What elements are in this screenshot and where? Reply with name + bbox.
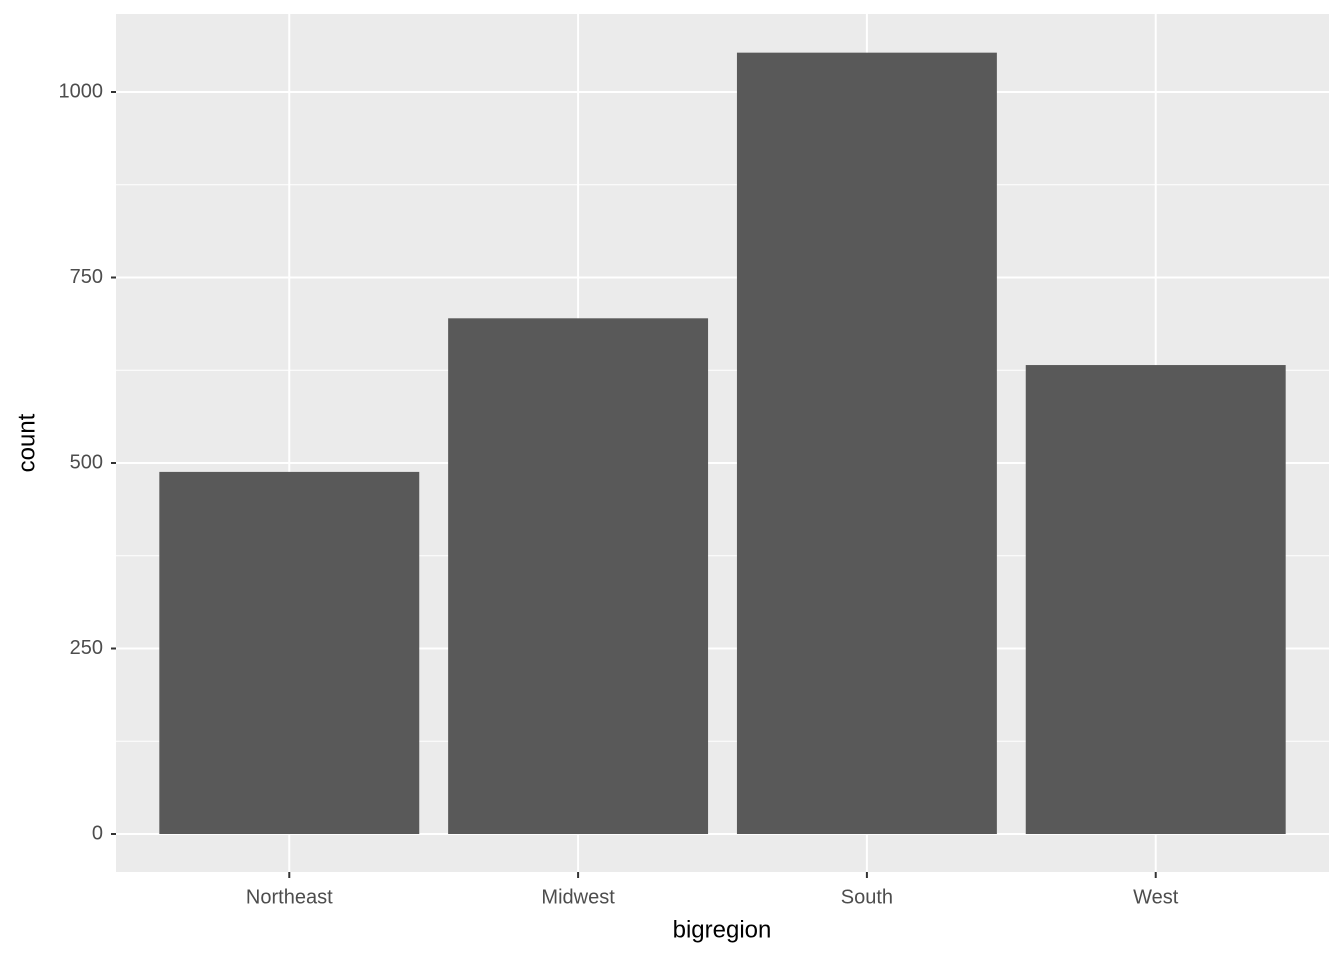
y-tick-label: 0: [92, 822, 103, 844]
bar: [1025, 365, 1286, 835]
y-axis-title: count: [13, 413, 40, 472]
x-tick-label: Northeast: [246, 886, 333, 908]
y-tick-label: 1000: [59, 80, 104, 102]
bar: [736, 52, 997, 835]
bar: [159, 471, 420, 835]
y-tick-label: 500: [70, 451, 103, 473]
y-tick-label: 250: [70, 637, 103, 659]
x-axis-title: bigregion: [673, 916, 772, 943]
x-tick-label: Midwest: [541, 886, 615, 908]
y-tick-label: 750: [70, 266, 103, 288]
x-tick-label: South: [841, 886, 893, 908]
x-tick-label: West: [1133, 886, 1179, 908]
bar: [448, 318, 709, 835]
